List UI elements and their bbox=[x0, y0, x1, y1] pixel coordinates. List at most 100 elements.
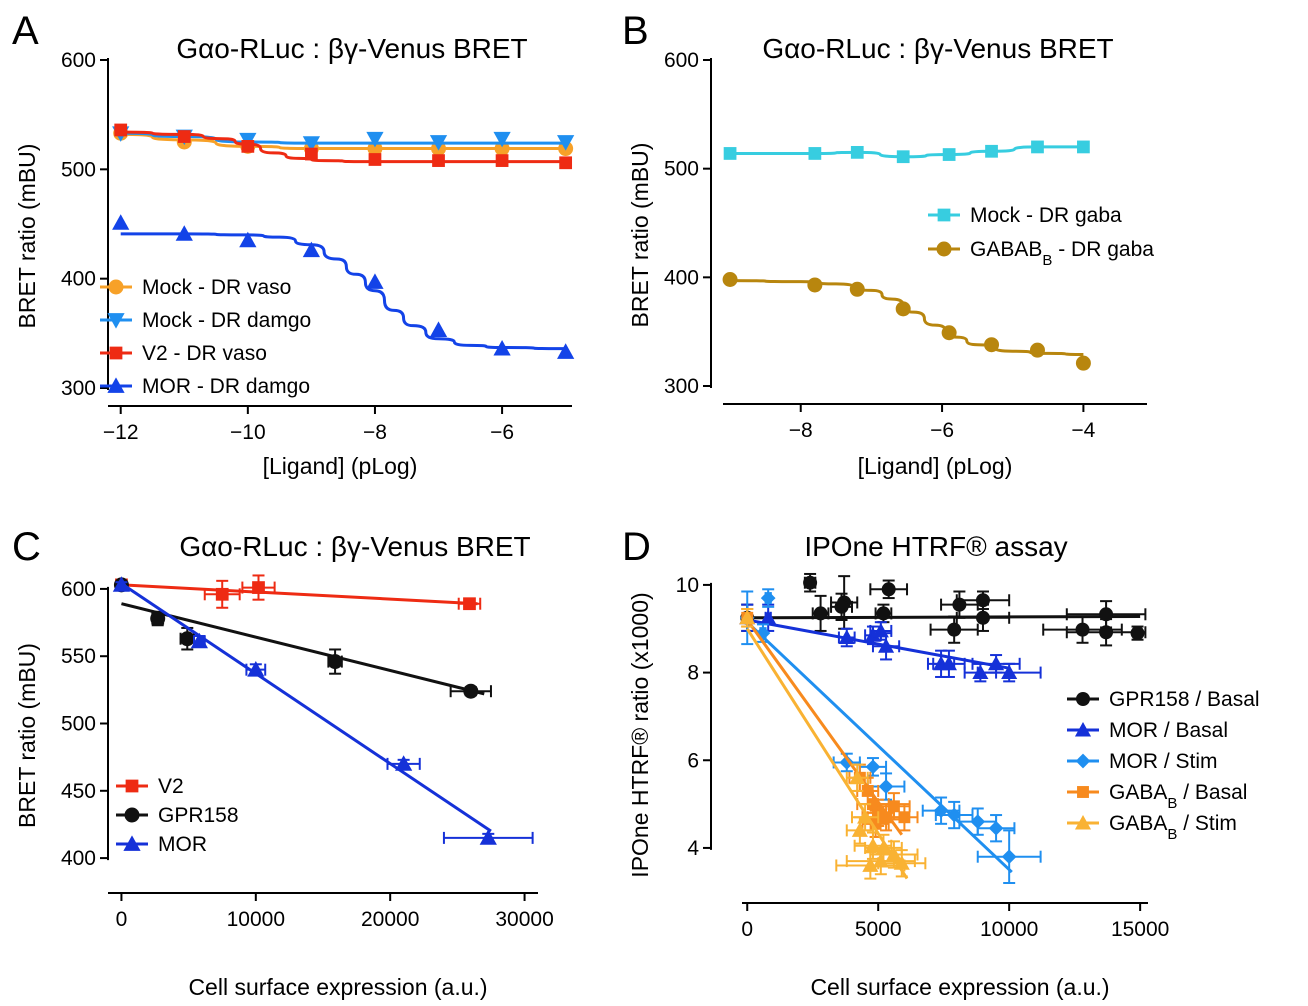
panel-a-series-1-legend-entry: Mock - DR vaso bbox=[100, 276, 291, 299]
panel-c-series-1-point bbox=[463, 597, 476, 611]
panel-c-y-tick-label: 500 bbox=[61, 713, 96, 736]
panel-a-y-tick-label: 500 bbox=[61, 158, 96, 181]
panel-b-series-1-point bbox=[985, 144, 998, 158]
panel-a-x-tick-label: −6 bbox=[490, 421, 514, 444]
panel-d-series-4-legend-entry: GABAB / Basal bbox=[1067, 781, 1247, 812]
panel-d-series-2-point bbox=[864, 627, 882, 642]
panel-c-y-label: BRET ratio (mBU) bbox=[14, 643, 40, 828]
panel-d-series-4-point bbox=[887, 800, 900, 813]
panel-d-y-tick-label: 4 bbox=[687, 837, 699, 860]
panel-d-series-2-legend-entry: MOR / Basal bbox=[1067, 719, 1228, 742]
panel-d-series-3-point bbox=[839, 755, 855, 770]
panel-c-x-tick-label: 20000 bbox=[361, 908, 419, 931]
panel-d-series-5-legend-label: GABAB / Stim bbox=[1109, 812, 1237, 843]
panel-b-x-tick-label: −4 bbox=[1071, 419, 1095, 442]
panel-a: A Gαo-RLuc : βγ-Venus BRET 300 400 500 600 −12… bbox=[12, 9, 575, 479]
panel-c-series-2-point bbox=[179, 631, 195, 647]
panel-d-series-3-point bbox=[760, 590, 776, 606]
panel-b-x-tick-label: −8 bbox=[789, 419, 813, 442]
panel-a-series-3-point bbox=[114, 123, 128, 137]
panel-c-series-2 bbox=[113, 577, 492, 699]
panel-d-series-2-point bbox=[1001, 664, 1018, 680]
panel-d-series-1-legend-entry: GPR158 / Basal bbox=[1067, 688, 1260, 711]
panel-d-series-3-fit-line bbox=[746, 621, 1013, 874]
panel-b-series-1-point bbox=[896, 150, 910, 164]
panel-a-series-1-fit-line bbox=[120, 132, 566, 151]
panel-d-series-1-point bbox=[1130, 626, 1145, 641]
panel-b-x-label: [Ligand] (pLog) bbox=[858, 453, 1013, 479]
panel-c-series-1-fit-line bbox=[121, 583, 478, 606]
panel-b-series-1-point bbox=[942, 148, 956, 161]
panel-b-series-1-point bbox=[1031, 140, 1044, 154]
panel-d-series-3 bbox=[739, 588, 1042, 884]
panel-a-x-label: [Ligand] (pLog) bbox=[263, 453, 418, 479]
panel-a-series-4-point bbox=[112, 214, 130, 230]
panel-d-x-tick-label: 10000 bbox=[980, 918, 1038, 941]
panel-d-series-5-legend-marker bbox=[1074, 814, 1092, 830]
panel-d-series-4-legend-label: GABAB / Basal bbox=[1109, 781, 1247, 812]
panel-c-series-3 bbox=[112, 576, 534, 845]
panel-d-series-5-point bbox=[851, 822, 868, 837]
panel-b: B Gαo-RLuc : βγ-Venus BRET 300 400 500 600 −8 −… bbox=[622, 9, 1154, 479]
panel-d-series-3-point bbox=[1001, 849, 1017, 865]
panel-a-series-3-point bbox=[305, 147, 318, 161]
panel-c-x-tick-label: 10000 bbox=[227, 908, 285, 931]
panel-c-series-3-fit-line bbox=[120, 582, 492, 833]
panel-c-series-3-point bbox=[112, 576, 131, 592]
panel-a-series-2-legend-label: Mock - DR damgo bbox=[142, 309, 311, 332]
panel-d-series-1-point bbox=[876, 606, 891, 621]
panel-a-series-3-legend-marker bbox=[109, 346, 123, 360]
panel-d-series-5-point bbox=[849, 769, 866, 785]
panel-d-series-5-fit-line bbox=[745, 627, 909, 880]
panel-a-series-2-legend-entry: Mock - DR damgo bbox=[100, 309, 311, 332]
panel-d-series-2-point bbox=[940, 655, 957, 671]
panel-d-series-3-legend-marker bbox=[1075, 753, 1091, 769]
panel-d-title: IPOne HTRF® assay bbox=[804, 531, 1067, 562]
panel-c-series-3-point bbox=[247, 661, 265, 677]
panel-d-series-1-point bbox=[1099, 607, 1114, 622]
panel-c-y-tick-label: 400 bbox=[61, 847, 96, 870]
panel-b-series-2-point bbox=[984, 337, 1000, 353]
panel-b-series-2-legend-marker bbox=[936, 241, 952, 257]
panel-d-series-5 bbox=[739, 608, 927, 880]
panel-a-series-1-point bbox=[367, 141, 383, 157]
panel-b-y-label: BRET ratio (mBU) bbox=[627, 143, 653, 328]
panel-d-series-3-legend-entry: MOR / Stim bbox=[1067, 750, 1218, 773]
panel-b-series-1-point bbox=[850, 145, 864, 159]
panel-c-y-tick-label: 600 bbox=[61, 578, 96, 601]
panel-b-y-tick-label: 600 bbox=[664, 49, 699, 72]
panel-c-series-3-legend-marker bbox=[123, 835, 141, 851]
panel-d-y-tick-label: 10 bbox=[676, 574, 699, 597]
panel-b-series-2-fit-line bbox=[730, 279, 1084, 356]
panel-a-series-3 bbox=[114, 123, 573, 170]
panel-d-series-4-point bbox=[898, 811, 911, 824]
panel-a-series-2-point bbox=[429, 135, 448, 151]
panel-d-series-1-point bbox=[834, 599, 849, 614]
panel-b-series-1 bbox=[723, 140, 1090, 164]
panel-c-series-3-point bbox=[479, 829, 497, 845]
panel-c-y-tick-label: 550 bbox=[61, 645, 96, 668]
panel-b-series-2-point bbox=[941, 325, 957, 341]
panel-d-series-1-legend-marker bbox=[1076, 692, 1090, 706]
panel-d-series-1-point bbox=[1099, 625, 1114, 640]
panel-d-x-tick-label: 15000 bbox=[1111, 918, 1169, 941]
panel-b-letter: B bbox=[622, 9, 649, 53]
panel-a-series-3-point bbox=[495, 154, 509, 167]
panel-c-series-3-point bbox=[395, 755, 413, 771]
panel-d-series-3-point bbox=[970, 814, 986, 829]
panel-b-series-2-point bbox=[807, 277, 823, 293]
panel-d-series-2-point bbox=[838, 629, 855, 644]
panel-c-series-2-point bbox=[463, 683, 479, 699]
panel-a-series-2-point bbox=[493, 131, 511, 148]
panel-c-y-tick-label: 450 bbox=[61, 780, 96, 803]
panel-a-series-4-point bbox=[366, 273, 384, 289]
panel-b-series-2-point bbox=[722, 272, 738, 288]
panel-a-series-4-point bbox=[239, 231, 257, 248]
panel-a-series-3-legend-label: V2 - DR vaso bbox=[142, 342, 267, 365]
panel-a-y-tick-label: 600 bbox=[61, 49, 96, 72]
panel-d-series-2-point bbox=[760, 609, 777, 625]
panel-a-x-tick-label: −12 bbox=[103, 421, 139, 444]
panel-a-series-4-legend-label: MOR - DR damgo bbox=[142, 375, 310, 398]
panel-a-series-3-point bbox=[559, 156, 573, 170]
panel-d-series-3-point bbox=[933, 803, 949, 819]
